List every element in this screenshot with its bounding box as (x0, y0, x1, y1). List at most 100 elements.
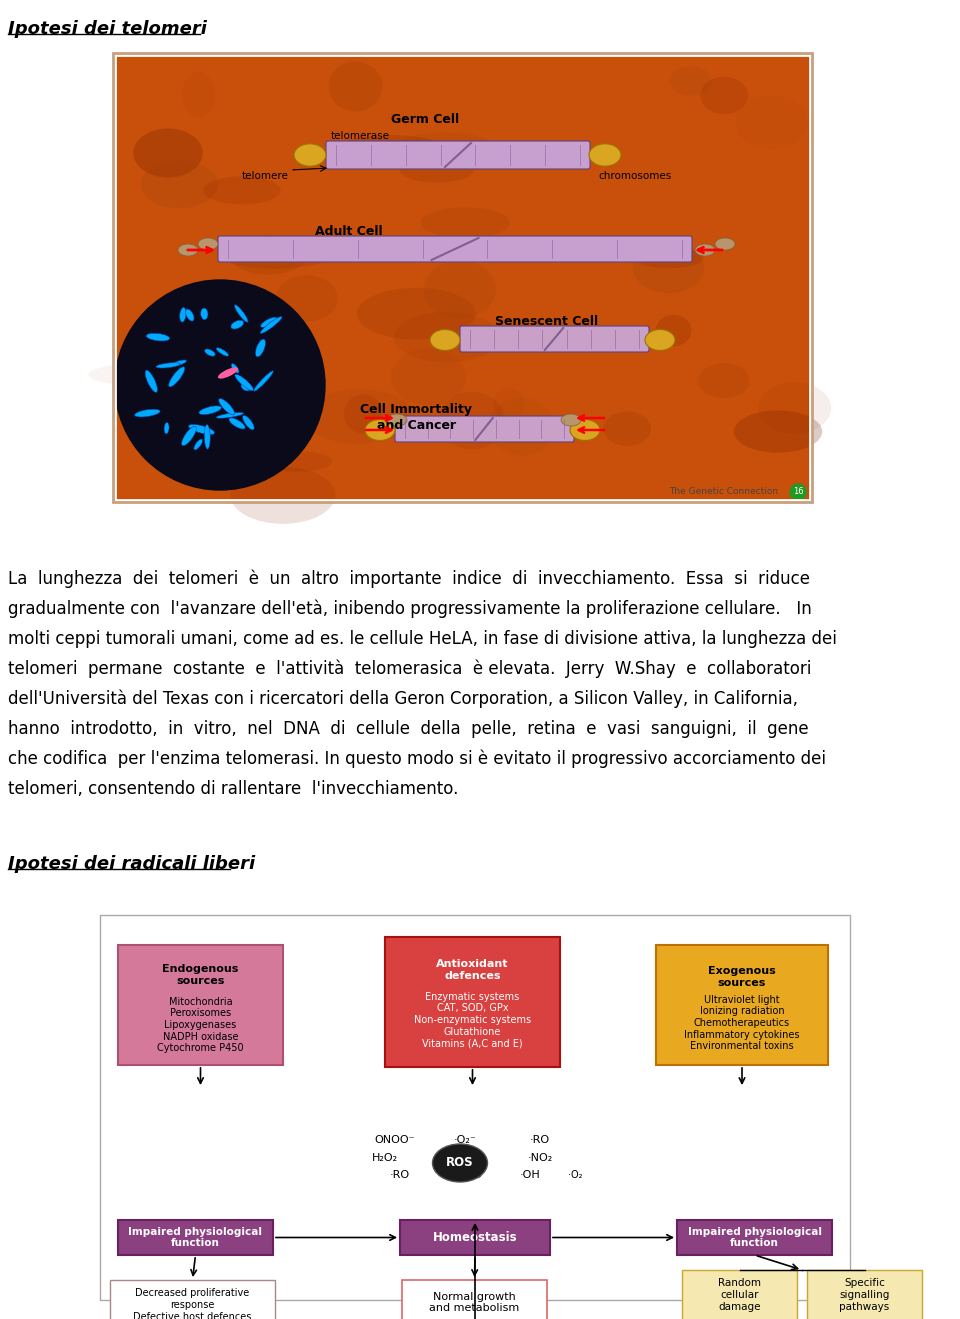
Text: ONOO⁻: ONOO⁻ (374, 1136, 416, 1145)
Ellipse shape (170, 360, 186, 367)
Text: Senescent Cell: Senescent Cell (495, 315, 598, 328)
Ellipse shape (88, 364, 191, 385)
Ellipse shape (561, 414, 581, 426)
Ellipse shape (344, 394, 383, 434)
Ellipse shape (219, 398, 234, 415)
Ellipse shape (387, 414, 407, 426)
Ellipse shape (229, 418, 245, 429)
Ellipse shape (180, 307, 186, 322)
Ellipse shape (182, 71, 215, 119)
Text: ·NO₂: ·NO₂ (527, 1153, 553, 1163)
Ellipse shape (204, 350, 215, 356)
Ellipse shape (698, 363, 750, 398)
Ellipse shape (735, 96, 808, 149)
Text: ·RO: ·RO (530, 1136, 550, 1145)
Ellipse shape (633, 241, 705, 293)
Text: ·O₂: ·O₂ (567, 1170, 583, 1181)
Ellipse shape (656, 315, 691, 347)
Text: Homeostasis: Homeostasis (433, 1231, 517, 1244)
Ellipse shape (241, 383, 251, 390)
Text: ·RO: ·RO (390, 1170, 410, 1181)
Text: telomere: telomere (242, 171, 288, 181)
Ellipse shape (395, 311, 499, 363)
Text: Impaired physiological
function: Impaired physiological function (129, 1227, 262, 1248)
Bar (113, 53, 812, 503)
Ellipse shape (430, 330, 460, 351)
Ellipse shape (243, 415, 254, 430)
Ellipse shape (357, 288, 475, 339)
Text: ·O₂⁻: ·O₂⁻ (454, 1136, 476, 1145)
Ellipse shape (188, 425, 215, 434)
FancyBboxPatch shape (807, 1270, 922, 1319)
FancyBboxPatch shape (118, 944, 283, 1064)
FancyBboxPatch shape (460, 326, 649, 352)
Ellipse shape (230, 467, 335, 524)
FancyBboxPatch shape (677, 1220, 832, 1254)
Ellipse shape (589, 144, 621, 166)
Ellipse shape (733, 410, 822, 452)
FancyBboxPatch shape (402, 1279, 547, 1319)
Ellipse shape (194, 439, 203, 450)
Ellipse shape (134, 409, 160, 417)
Text: gradualmente con  l'avanzare dell'età, inibendo progressivamente la proliferazio: gradualmente con l'avanzare dell'età, in… (8, 600, 812, 619)
Ellipse shape (216, 348, 228, 356)
Text: ROS: ROS (446, 1157, 474, 1170)
Ellipse shape (178, 244, 198, 256)
Ellipse shape (146, 334, 170, 342)
FancyBboxPatch shape (326, 141, 590, 169)
Text: and Cancer: and Cancer (377, 419, 456, 433)
Ellipse shape (398, 132, 492, 158)
Text: che codifica  per l'enzima telomerasi. In questo modo si è evitato il progressiv: che codifica per l'enzima telomerasi. In… (8, 751, 826, 769)
Ellipse shape (423, 261, 496, 318)
Ellipse shape (570, 419, 600, 441)
FancyBboxPatch shape (395, 415, 574, 442)
Ellipse shape (143, 413, 176, 454)
Ellipse shape (133, 128, 203, 177)
Ellipse shape (198, 237, 218, 251)
Ellipse shape (253, 371, 274, 392)
Text: Enzymatic systems
CAT, SOD, GPx
Non-enzymatic systems
Glutathione
Vitamins (A,C : Enzymatic systems CAT, SOD, GPx Non-enzy… (414, 992, 531, 1049)
Ellipse shape (439, 392, 504, 450)
FancyBboxPatch shape (110, 1279, 275, 1319)
Ellipse shape (234, 305, 248, 322)
Ellipse shape (265, 451, 332, 472)
Ellipse shape (260, 317, 282, 334)
Ellipse shape (230, 321, 244, 328)
Text: Random
cellular
damage: Random cellular damage (718, 1278, 761, 1311)
Ellipse shape (636, 248, 704, 268)
Ellipse shape (645, 330, 675, 351)
Ellipse shape (493, 388, 524, 421)
Ellipse shape (231, 364, 239, 373)
Ellipse shape (185, 309, 194, 321)
Text: Antioxidant
defences: Antioxidant defences (436, 959, 509, 981)
Ellipse shape (255, 339, 266, 357)
Text: hanno  introdotto,  in  vitro,  nel  DNA  di  cellule  della  pelle,  retina  e : hanno introdotto, in vitro, nel DNA di c… (8, 720, 808, 739)
Ellipse shape (604, 412, 651, 446)
Ellipse shape (216, 413, 244, 418)
Ellipse shape (204, 177, 280, 204)
Text: La  lunghezza  dei  telomeri  è  un  altro  importante  indice  di  invecchiamen: La lunghezza dei telomeri è un altro imp… (8, 570, 810, 588)
Ellipse shape (140, 161, 218, 208)
Text: telomeri  permane  costante  e  l'attività  telomerasica  è elevata.  Jerry  W.S: telomeri permane costante e l'attività t… (8, 660, 811, 678)
FancyBboxPatch shape (218, 236, 692, 262)
FancyBboxPatch shape (118, 1220, 273, 1254)
Ellipse shape (758, 383, 831, 434)
Text: Ultraviolet light
Ionizing radiation
Chemotherapeutics
Inflammatory cytokines
En: Ultraviolet light Ionizing radiation Che… (684, 995, 800, 1051)
Ellipse shape (433, 1144, 488, 1182)
Ellipse shape (181, 426, 196, 446)
Ellipse shape (701, 77, 748, 115)
Ellipse shape (391, 348, 467, 405)
Ellipse shape (169, 367, 184, 386)
Text: Cell Immortality: Cell Immortality (360, 404, 472, 415)
Text: telomerase: telomerase (330, 131, 390, 141)
Ellipse shape (218, 368, 238, 379)
FancyBboxPatch shape (400, 1220, 550, 1254)
Text: 16: 16 (793, 488, 804, 496)
Ellipse shape (420, 207, 510, 237)
Text: dell'Università del Texas con i ricercatori della Geron Corporation, a Silicon V: dell'Università del Texas con i ricercat… (8, 690, 798, 708)
Text: Mitochondria
Peroxisomes
Lipoxygenases
NADPH oxidase
Cytochrome P450: Mitochondria Peroxisomes Lipoxygenases N… (157, 997, 244, 1053)
Text: Endogenous
sources: Endogenous sources (162, 964, 239, 985)
Text: Ipotesi dei telomeri: Ipotesi dei telomeri (8, 20, 206, 38)
Ellipse shape (695, 244, 715, 256)
Ellipse shape (294, 144, 326, 166)
